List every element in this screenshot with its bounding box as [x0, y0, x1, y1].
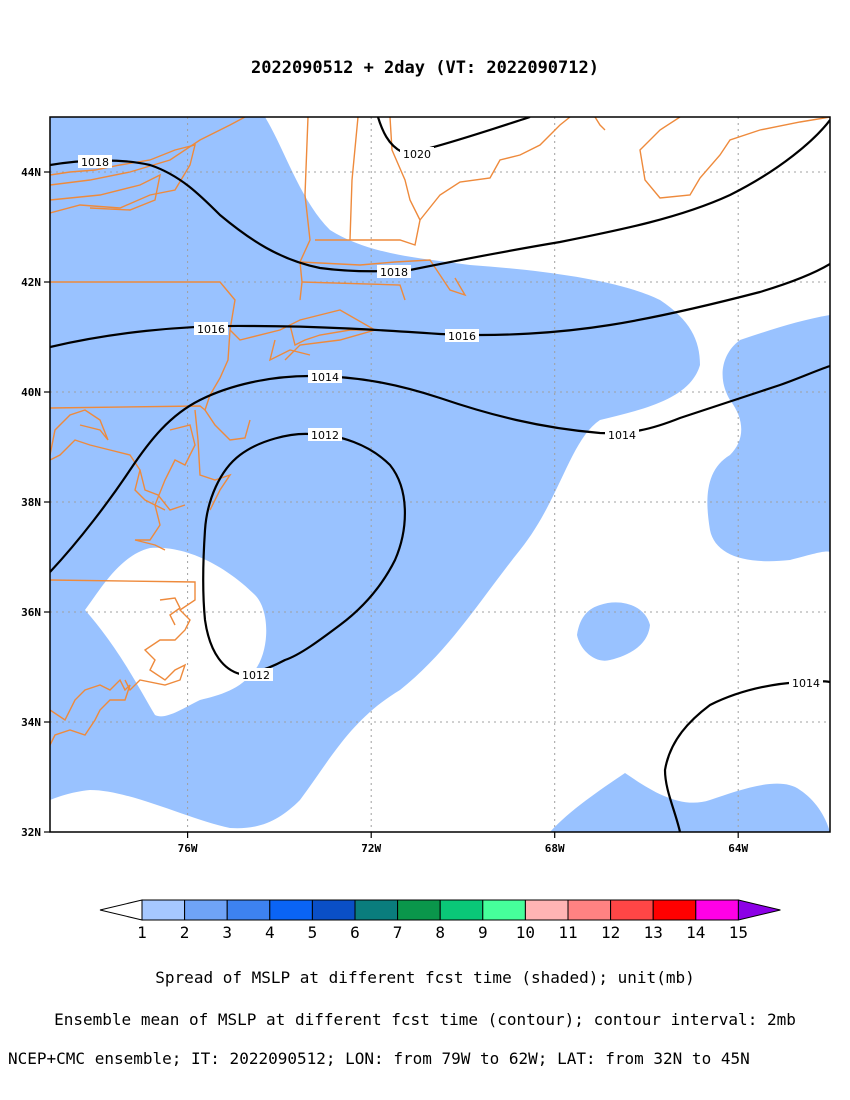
caption-ensemble-info: NCEP+CMC ensemble; IT: 2022090512; LON: …	[8, 1049, 750, 1068]
colorbar-high-arrow	[737, 899, 781, 921]
y-tick-label: 32N	[21, 826, 41, 839]
colorbar-label: 7	[393, 923, 403, 942]
colorbar-box	[184, 899, 228, 921]
colorbar-label: 3	[222, 923, 232, 942]
colorbar-box	[652, 899, 697, 921]
colorbar-label: 13	[644, 923, 663, 942]
axis-ticks	[44, 171, 739, 838]
colorbar-box	[439, 899, 484, 921]
contour-label: 1014	[311, 371, 339, 384]
colorbar-label: 12	[601, 923, 620, 942]
caption-shading: Spread of MSLP at different fcst time (s…	[155, 968, 695, 987]
x-tick-label: 76W	[178, 842, 198, 855]
x-tick-label: 72W	[361, 842, 381, 855]
colorbar-box	[567, 899, 612, 921]
contour-label: 1020	[403, 148, 431, 161]
y-tick-label: 42N	[21, 276, 41, 289]
spread-area-hole	[85, 547, 267, 717]
spread-area-islet	[577, 602, 650, 661]
colorbar-box	[269, 899, 313, 921]
colorbar-box	[482, 899, 526, 921]
y-tick-label: 34N	[21, 716, 41, 729]
colorbar-low-arrow	[99, 899, 143, 921]
colorbar-label: 6	[350, 923, 360, 942]
colorbar-box	[354, 899, 399, 921]
contour-label: 1016	[197, 323, 225, 336]
colorbar-box	[397, 899, 441, 921]
colorbar-label: 15	[729, 923, 748, 942]
colorbar-label: 11	[558, 923, 577, 942]
colorbar-box	[695, 899, 739, 921]
coastlines	[50, 117, 830, 746]
contour-label: 1014	[792, 677, 820, 690]
chart-title: 2022090512 + 2day (VT: 2022090712)	[251, 58, 599, 78]
y-tick-labels: 32N 34N 36N 38N 40N 42N 44N	[21, 166, 41, 839]
spread-area-southeast	[550, 773, 830, 832]
y-tick-label: 40N	[21, 386, 41, 399]
plot-frame	[49, 116, 831, 833]
colorbar-label: 5	[308, 923, 318, 942]
colorbar: 1 2 3 4 5 6 7 8 9 10 11 12 13 14 15	[99, 899, 781, 942]
contour-labels: 1020 1018 1018 1016 1016 1014 1014 1012 …	[78, 147, 823, 690]
contour-label: 1014	[608, 429, 636, 442]
colorbar-box	[311, 899, 356, 921]
colorbar-box	[524, 899, 569, 921]
colorbar-label: 9	[478, 923, 488, 942]
y-tick-label: 36N	[21, 606, 41, 619]
caption-contour: Ensemble mean of MSLP at different fcst …	[54, 1010, 796, 1029]
colorbar-label: 2	[180, 923, 190, 942]
spread-area-east	[707, 315, 830, 562]
contour-label: 1018	[380, 266, 408, 279]
colorbar-label: 14	[686, 923, 705, 942]
contour-label: 1016	[448, 330, 476, 343]
contour-label: 1012	[311, 429, 339, 442]
colorbar-box	[226, 899, 271, 921]
colorbar-label: 8	[435, 923, 445, 942]
colorbar-label: 10	[516, 923, 535, 942]
grid-lines	[50, 117, 830, 832]
colorbar-label: 4	[265, 923, 275, 942]
contour-label: 1018	[81, 156, 109, 169]
contour-label: 1012	[242, 669, 270, 682]
colorbar-box	[610, 899, 654, 921]
colorbar-label: 1	[137, 923, 147, 942]
colorbar-box	[141, 899, 186, 921]
y-tick-label: 44N	[21, 166, 41, 179]
y-tick-label: 38N	[21, 496, 41, 509]
x-tick-labels: 76W 72W 68W 64W	[178, 842, 749, 855]
x-tick-label: 68W	[545, 842, 565, 855]
x-tick-label: 64W	[728, 842, 748, 855]
